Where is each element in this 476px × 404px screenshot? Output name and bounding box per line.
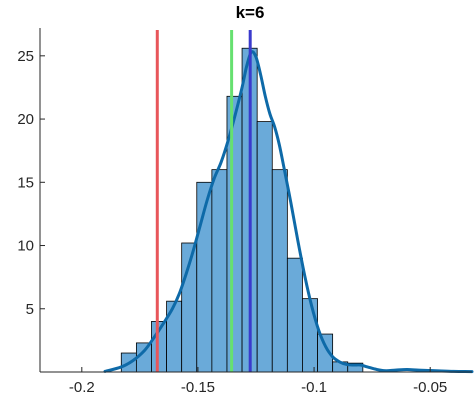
x-tick-label: -0.1 bbox=[301, 379, 327, 396]
x-tick-label: -0.05 bbox=[413, 379, 447, 396]
histogram-bar-4 bbox=[166, 300, 183, 373]
reference-lines bbox=[155, 30, 252, 372]
histogram-bar-11 bbox=[271, 169, 288, 373]
x-tick-label: -0.15 bbox=[181, 379, 215, 396]
density-curve bbox=[103, 50, 474, 374]
axes: 5 10 15 20 25 -0.2 -0.15 -0.1 -0.05 bbox=[17, 28, 472, 396]
density-curve-layer bbox=[103, 50, 474, 374]
y-tick-label: 10 bbox=[17, 238, 34, 255]
x-tick-label: -0.2 bbox=[69, 379, 95, 396]
y-tick-label: 25 bbox=[17, 48, 34, 65]
histogram-bar-7 bbox=[211, 169, 228, 373]
y-tick-label: 15 bbox=[17, 174, 34, 191]
histogram-bar-10 bbox=[256, 121, 273, 373]
chart-title: k=6 bbox=[236, 3, 265, 22]
y-tick-label: 20 bbox=[17, 111, 34, 128]
y-tick-label: 5 bbox=[26, 301, 34, 318]
histogram-bar-13 bbox=[302, 298, 318, 373]
histogram-bar-12 bbox=[286, 257, 303, 373]
